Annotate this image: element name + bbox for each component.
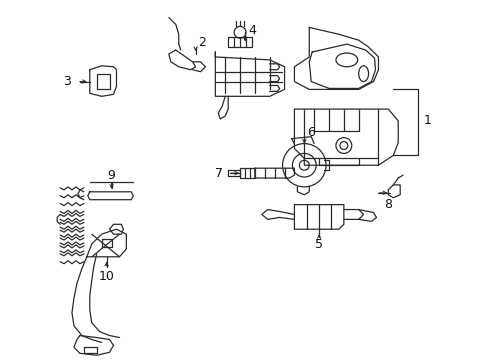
Text: 9: 9 xyxy=(107,168,115,181)
Text: 6: 6 xyxy=(306,126,315,139)
Text: 5: 5 xyxy=(314,238,323,252)
Text: 10: 10 xyxy=(99,270,114,283)
Text: 4: 4 xyxy=(247,24,255,37)
Text: 8: 8 xyxy=(384,198,391,211)
Text: 2: 2 xyxy=(198,36,206,49)
Text: 3: 3 xyxy=(63,75,71,88)
Text: 7: 7 xyxy=(215,167,223,180)
Text: 1: 1 xyxy=(423,114,431,127)
